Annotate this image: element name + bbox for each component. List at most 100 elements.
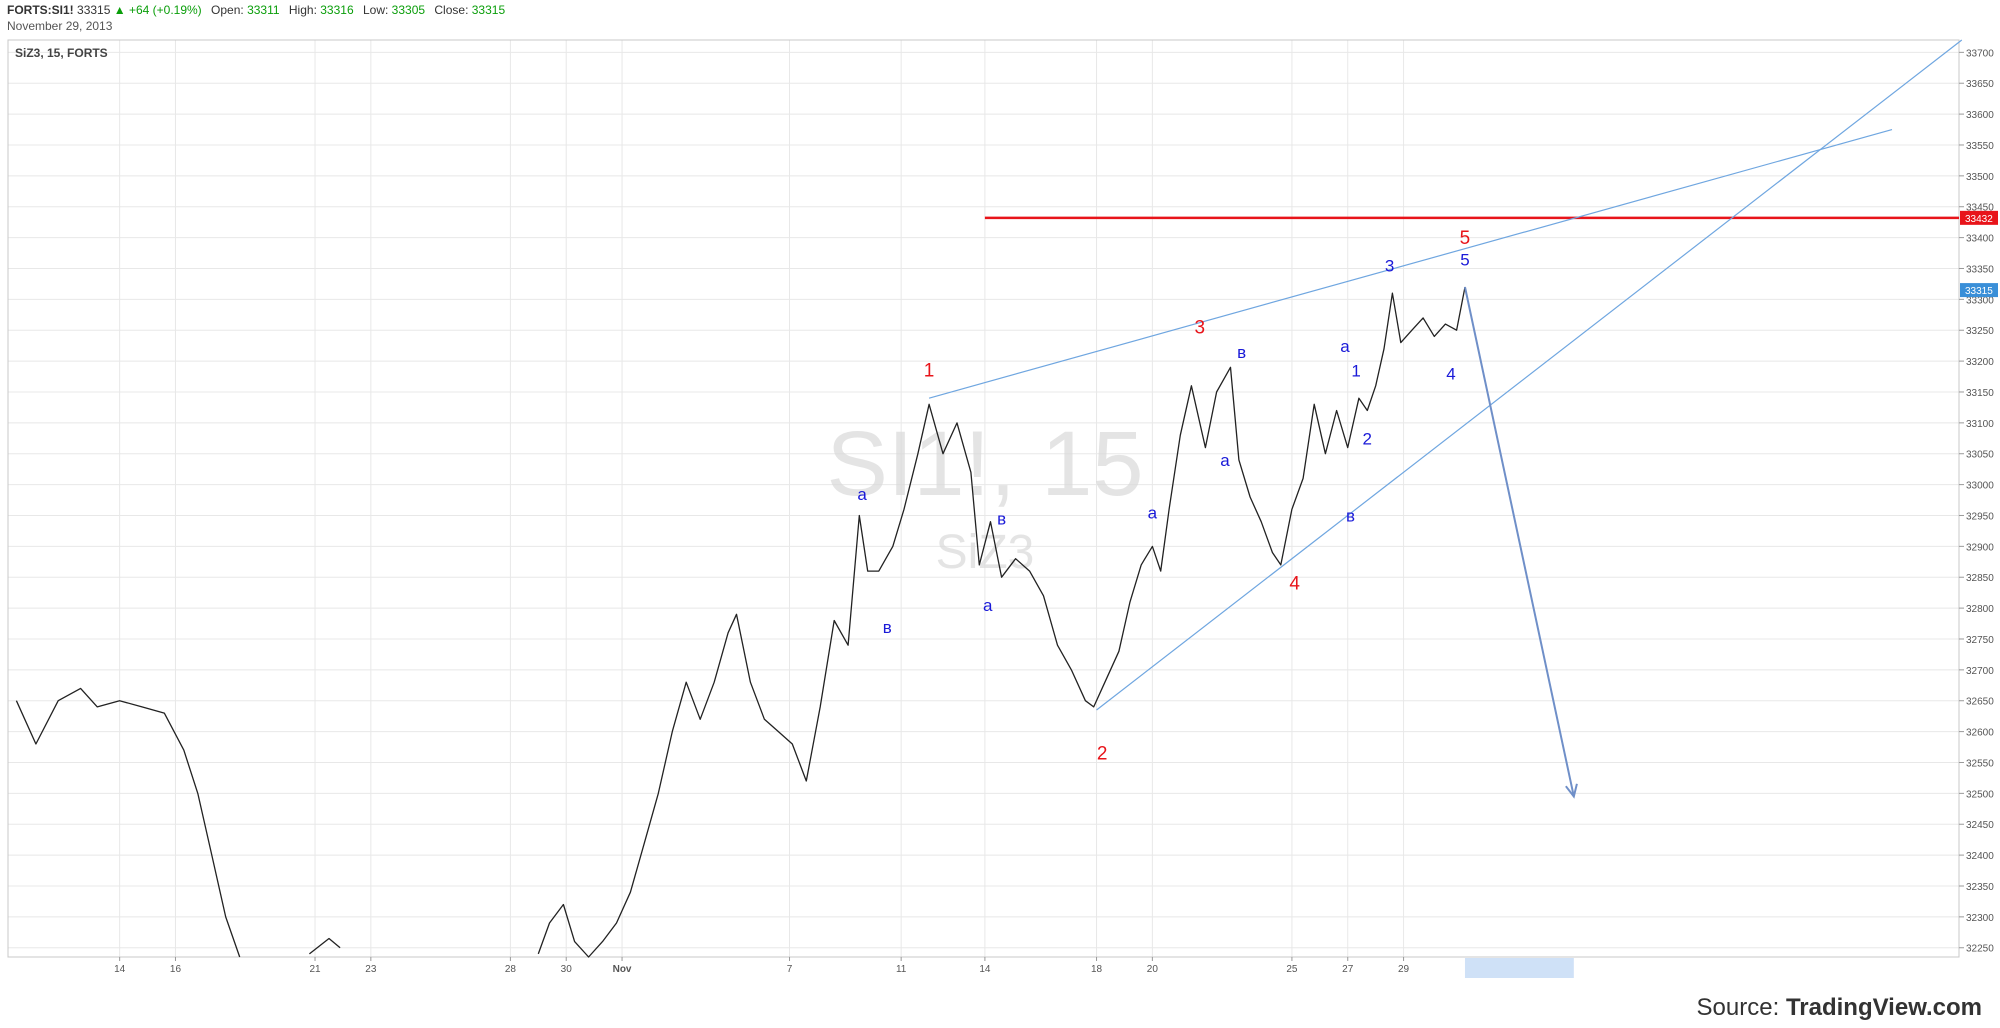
- wave-label-blue: 3: [1385, 257, 1394, 276]
- source-brand: TradingView.com: [1785, 994, 1982, 1021]
- price-series: [15, 286, 1466, 958]
- x-tick-label: 23: [365, 964, 377, 975]
- open-label: Open:: [211, 3, 244, 17]
- chart-title: SiZ3, 15, FORTS: [15, 46, 108, 60]
- y-axis: 32250 32300 32350 32400 32450 32500 32550 32600…: [1959, 48, 1994, 955]
- y-tick-label: 33200: [1966, 357, 1994, 368]
- y-tick-label: 32800: [1966, 604, 1994, 615]
- wave-label-red: 3: [1195, 317, 1206, 338]
- source-credit: Source: TradingView.com: [1697, 994, 1982, 1022]
- y-tick-label: 33000: [1966, 481, 1994, 492]
- trend-lines: [928, 39, 1963, 711]
- wave-label-red: 2: [1097, 743, 1108, 764]
- wave-label-blue: 1: [1351, 362, 1360, 381]
- y-tick-label: 32750: [1966, 635, 1994, 646]
- x-tick-label: 7: [787, 964, 793, 975]
- y-tick-label: 33250: [1966, 326, 1994, 337]
- forecast-arrow-head: [1565, 783, 1578, 799]
- wave-label-blue: 2: [1363, 429, 1372, 448]
- y-tick-label: 33500: [1966, 172, 1994, 183]
- y-tick-label: 33150: [1966, 388, 1994, 399]
- watermark-contract: SiZ3: [936, 526, 1035, 579]
- y-tick-label: 32700: [1966, 666, 1994, 677]
- trend-line: [928, 128, 1893, 399]
- price-line: [308, 937, 341, 955]
- x-tick-label: 14: [979, 964, 991, 975]
- chart-grid: [8, 40, 1959, 957]
- wave-label-blue: в: [883, 618, 892, 637]
- y-tick-label: 33700: [1966, 48, 1994, 59]
- wave-label-blue: а: [1340, 337, 1350, 356]
- y-tick-label: 33300: [1966, 295, 1994, 306]
- x-tick-label: 20: [1147, 964, 1159, 975]
- x-tick-label: 28: [505, 964, 517, 975]
- y-tick-label: 32900: [1966, 542, 1994, 553]
- y-tick-label: 33450: [1966, 203, 1994, 214]
- y-tick-label: 33400: [1966, 234, 1994, 245]
- x-tick-label: 30: [561, 964, 573, 975]
- wave-label-blue: 5: [1460, 250, 1469, 269]
- y-tick-label: 33100: [1966, 419, 1994, 430]
- wave-label-blue: а: [1220, 451, 1230, 470]
- trend-line: [1096, 39, 1963, 711]
- close-label: Close:: [434, 3, 469, 17]
- y-tick-label: 33600: [1966, 110, 1994, 121]
- wave-label-red: 5: [1460, 228, 1471, 249]
- open-value: 33311: [247, 3, 280, 17]
- x-tick-label: 27: [1342, 964, 1354, 975]
- x-tick-label: 16: [170, 964, 182, 975]
- last-price: 33315: [77, 3, 111, 17]
- y-tick-label: 32350: [1966, 882, 1994, 893]
- y-tick-label: 32550: [1966, 758, 1994, 769]
- x-tick-label: 29: [1398, 964, 1410, 975]
- y-tick-label: 33550: [1966, 141, 1994, 152]
- y-tick-label: 33350: [1966, 264, 1994, 275]
- level-price-tag: 33432: [1965, 214, 1993, 225]
- price-line: [15, 687, 241, 958]
- high-label: High:: [288, 3, 317, 17]
- y-tick-label: 32600: [1966, 728, 1994, 739]
- wave-label-blue: в: [1237, 343, 1246, 362]
- low-label: Low:: [362, 3, 389, 17]
- wave-label-red: 1: [924, 361, 935, 382]
- price-tags: 33432 33315: [1960, 210, 1998, 298]
- forecast-arrow: [1463, 286, 1578, 799]
- source-prefix: Source:: [1696, 994, 1786, 1021]
- x-tick-label: 11: [896, 964, 907, 975]
- wave-label-blue: а: [1148, 504, 1158, 523]
- last-price-tag: 33315: [1965, 286, 1993, 297]
- y-tick-label: 32950: [1966, 511, 1994, 522]
- plot-frame: [7, 39, 1960, 958]
- high-value: 33316: [320, 3, 354, 17]
- low-value: 33305: [391, 3, 426, 17]
- y-tick-label: 33050: [1966, 450, 1994, 461]
- chart-date: November 29, 2013: [7, 19, 113, 33]
- wave-label-blue: а: [857, 485, 867, 504]
- wave-label-blue: 4: [1446, 365, 1455, 384]
- y-tick-label: 32850: [1966, 573, 1994, 584]
- y-tick-label: 32250: [1966, 944, 1994, 955]
- symbol-name: FORTS:SI1!: [7, 3, 74, 17]
- y-tick-label: 32400: [1966, 851, 1994, 862]
- wave-label-blue: в: [997, 510, 1006, 529]
- forecast-arrow-shaft: [1463, 286, 1575, 797]
- x-tick-label: Nov: [613, 964, 632, 975]
- watermark-symbol: SI1!, 15: [826, 413, 1143, 515]
- y-tick-label: 32450: [1966, 820, 1994, 831]
- x-tick-label: 14: [114, 964, 126, 975]
- y-tick-label: 32650: [1966, 697, 1994, 708]
- x-tick-label: 18: [1091, 964, 1103, 975]
- wave-label-blue: в: [1346, 507, 1355, 526]
- last-price-tag-bg: [1960, 283, 1998, 298]
- wave-label-red: 4: [1289, 574, 1300, 595]
- x-tick-label: 25: [1286, 964, 1298, 975]
- price-line: [537, 286, 1466, 958]
- y-tick-label: 32300: [1966, 913, 1994, 924]
- future-time-band: [1464, 958, 1574, 978]
- wave-label-blue: а: [983, 596, 993, 615]
- x-tick-label: 21: [309, 964, 321, 975]
- y-tick-label: 33650: [1966, 79, 1994, 90]
- level-price-tag-bg: [1960, 210, 1998, 225]
